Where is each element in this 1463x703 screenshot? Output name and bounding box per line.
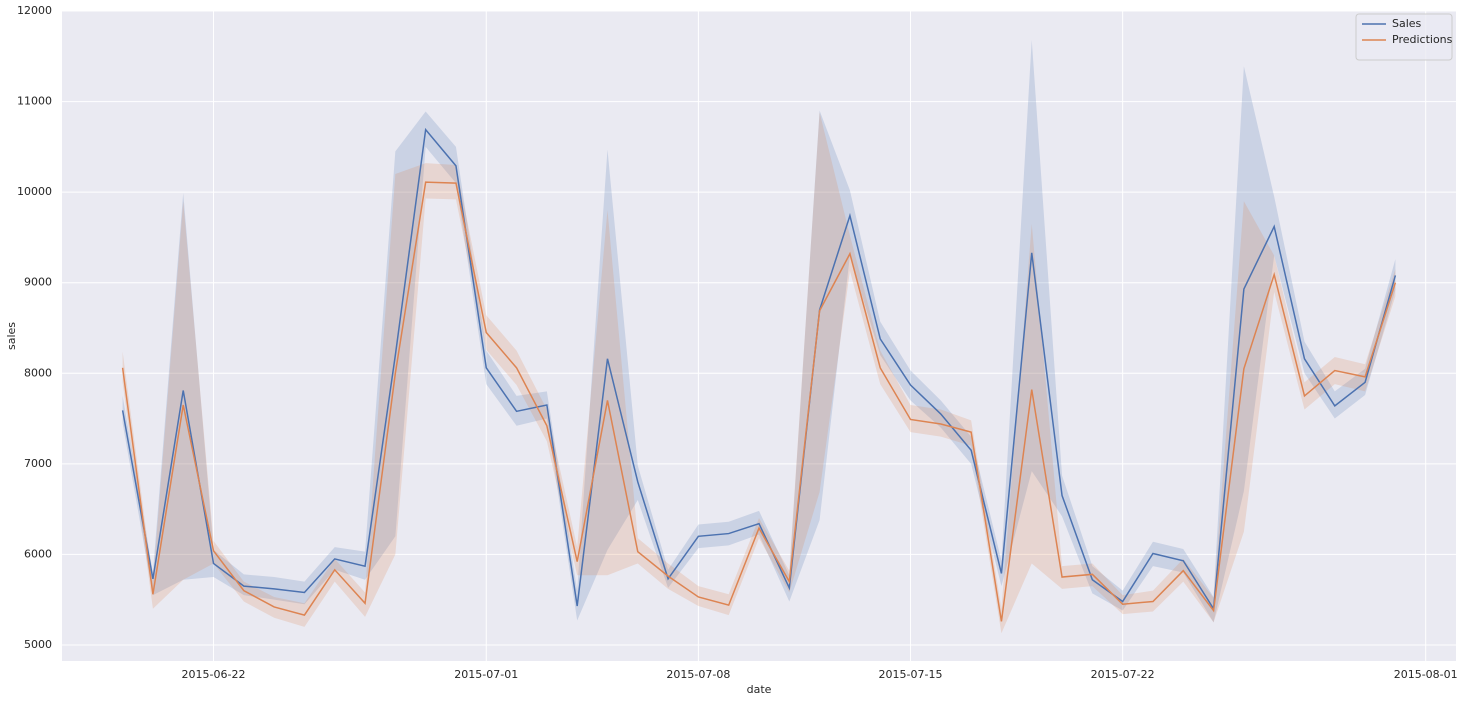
plot-background <box>62 11 1456 661</box>
series-line <box>121 127 1397 612</box>
y-tick-label: 5000 <box>24 638 52 651</box>
y-tick-label: 8000 <box>24 366 52 379</box>
x-tick-label: 2015-07-08 <box>666 668 730 681</box>
legend-label: Sales <box>1392 17 1422 30</box>
legend-label: Predictions <box>1392 33 1453 46</box>
y-tick-label: 11000 <box>17 95 52 108</box>
y-axis-label: sales <box>5 322 18 350</box>
marks <box>121 39 1397 634</box>
legend: Sales Predictions <box>1355 13 1453 61</box>
x-tick-label: 2015-07-15 <box>879 668 943 681</box>
grid <box>62 10 1456 661</box>
y-tick-label: 6000 <box>24 547 52 560</box>
y-tick-label: 7000 <box>24 457 52 470</box>
series-line <box>121 181 1397 622</box>
x-axis-label: date <box>747 683 772 696</box>
x-tick-label: 2015-08-01 <box>1394 668 1458 681</box>
x-tick-label: 2015-06-22 <box>182 668 246 681</box>
legend-box <box>1355 13 1453 61</box>
x-tick-label: 2015-07-01 <box>454 668 518 681</box>
y-tick-label: 12000 <box>17 4 52 17</box>
x-tick-label: 2015-07-22 <box>1091 668 1155 681</box>
y-tick-label: 10000 <box>17 185 52 198</box>
y-tick-label: 9000 <box>24 276 52 289</box>
